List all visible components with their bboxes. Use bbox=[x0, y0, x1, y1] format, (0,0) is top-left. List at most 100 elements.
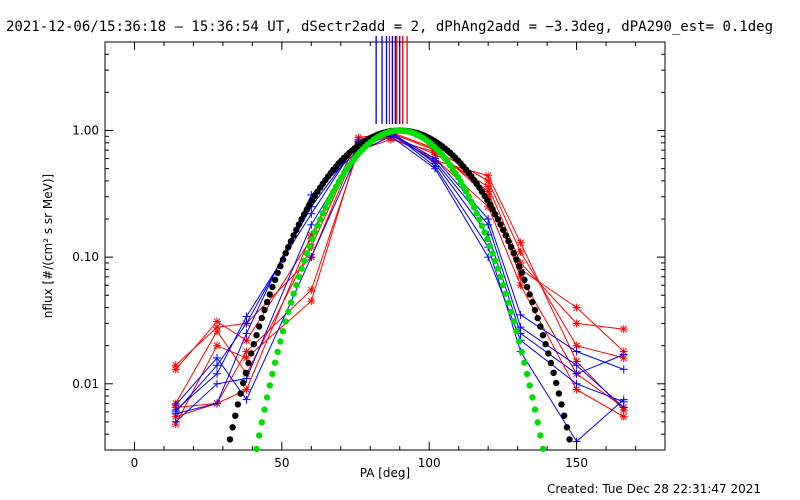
series-10-point bbox=[307, 253, 316, 262]
fit-green-dot bbox=[476, 216, 483, 223]
fit-black-dot bbox=[486, 201, 494, 208]
fit-black-dot bbox=[269, 283, 276, 291]
fit-black-dot bbox=[518, 269, 525, 276]
series-2 bbox=[171, 129, 628, 374]
fit-black-dot bbox=[529, 298, 536, 306]
fit-black-dot bbox=[229, 424, 236, 431]
fit-green-dot bbox=[534, 419, 541, 426]
series-5-point bbox=[516, 238, 525, 247]
series-7 bbox=[171, 129, 628, 415]
series-0 bbox=[171, 128, 628, 412]
fit-green-dot bbox=[269, 370, 276, 378]
fit-black-dot bbox=[513, 256, 520, 263]
series-9-point bbox=[431, 157, 440, 166]
fit-green-curve bbox=[253, 127, 547, 453]
top-marks-layer bbox=[375, 36, 408, 124]
series-9-line bbox=[175, 133, 625, 413]
fit-black-dot bbox=[290, 232, 297, 239]
series-0-point bbox=[572, 303, 581, 312]
series-10-point bbox=[431, 164, 440, 173]
marker-stroke bbox=[213, 318, 221, 325]
fit-green-dot bbox=[263, 394, 271, 401]
fit-green-dot bbox=[327, 193, 334, 200]
fit-black-dot bbox=[545, 350, 552, 357]
series-8 bbox=[171, 128, 628, 446]
fit-green-dot bbox=[330, 188, 337, 195]
fit-green-dot bbox=[317, 216, 324, 223]
series-7-point bbox=[516, 310, 525, 319]
fit-black-dot bbox=[303, 206, 311, 213]
fit-green-dot bbox=[513, 328, 520, 335]
chart-title: 2021-12-06/15:36:18 – 15:36:54 UT, dSect… bbox=[6, 19, 773, 35]
fit-black-dot bbox=[505, 238, 512, 245]
fit-green-dot bbox=[539, 445, 547, 453]
fit-green-dot bbox=[306, 242, 313, 250]
series-2-point bbox=[213, 317, 221, 326]
fit-black-dot bbox=[242, 369, 250, 376]
fit-black-dot bbox=[494, 216, 502, 223]
series-10-point bbox=[484, 253, 493, 262]
fit-green-dot bbox=[465, 193, 472, 200]
fit-green-dot bbox=[505, 299, 512, 306]
fit-black-dot bbox=[534, 314, 541, 322]
series-2-point bbox=[516, 247, 525, 256]
series-6-point bbox=[242, 329, 251, 338]
fit-black-dot bbox=[234, 401, 242, 408]
series-10-point bbox=[242, 395, 251, 404]
marker-stroke bbox=[620, 413, 628, 421]
fit-green-dot bbox=[518, 348, 525, 356]
fit-black-dot bbox=[266, 291, 273, 298]
fit-black-dot bbox=[285, 243, 292, 251]
fit-green-dot bbox=[521, 359, 528, 366]
series-0-line bbox=[175, 131, 625, 408]
fit-black-dot bbox=[287, 238, 295, 245]
fit-green-dot bbox=[526, 382, 533, 389]
created-timestamp: Created: Tue Dec 28 22:31:47 2021 bbox=[547, 482, 761, 496]
fit-black-dot bbox=[510, 250, 517, 257]
fit-black-dot bbox=[274, 269, 281, 276]
marker-stroke bbox=[243, 354, 250, 362]
series-1-point bbox=[619, 325, 628, 334]
series-0-point bbox=[242, 385, 251, 394]
series-6 bbox=[171, 127, 628, 418]
series-10 bbox=[171, 132, 628, 409]
x-axis-label: PA [deg] bbox=[360, 466, 410, 480]
fit-black-dot bbox=[539, 332, 547, 339]
series-4-point bbox=[171, 361, 180, 370]
fit-black-dot bbox=[492, 211, 499, 218]
fit-green-dot bbox=[462, 188, 470, 195]
axis-layer: 0 50 100 150 0.01 0.10 1.00 bbox=[72, 41, 665, 470]
fit-green-dot bbox=[287, 299, 295, 306]
fit-black-dot bbox=[507, 243, 515, 251]
fit-black-dot bbox=[500, 226, 507, 234]
marker-stroke bbox=[517, 248, 524, 256]
fit-black-dot bbox=[255, 323, 263, 330]
fit-black-dot bbox=[497, 221, 504, 228]
marker-stroke bbox=[307, 286, 315, 294]
fit-green-dot bbox=[298, 265, 305, 272]
fit-black-dot bbox=[547, 359, 555, 367]
fit-black-dot bbox=[277, 262, 284, 270]
marker-stroke bbox=[243, 348, 250, 355]
series-10-point bbox=[213, 353, 221, 362]
fit-green-dot bbox=[274, 348, 281, 356]
fit-green-dot bbox=[322, 204, 329, 211]
x-tick-label: 150 bbox=[565, 456, 588, 470]
fit-black-dot bbox=[298, 216, 305, 223]
fit-green-dot bbox=[470, 204, 478, 211]
series-1-point bbox=[572, 319, 581, 328]
series-10-point bbox=[619, 397, 628, 406]
marker-stroke bbox=[573, 320, 580, 327]
series-9-point bbox=[572, 361, 581, 370]
fit-green-dot bbox=[494, 265, 502, 272]
fit-green-dot bbox=[261, 406, 268, 413]
marker-stroke bbox=[517, 281, 524, 289]
marker-stroke bbox=[620, 325, 628, 333]
fit-green-dot bbox=[277, 338, 284, 345]
fit-green-dot bbox=[502, 290, 509, 297]
fit-green-dot bbox=[457, 178, 464, 186]
fit-black-dot bbox=[261, 306, 268, 314]
series-5-point bbox=[484, 171, 493, 180]
marker-stroke bbox=[307, 297, 315, 305]
fit-black-dot bbox=[282, 250, 289, 257]
